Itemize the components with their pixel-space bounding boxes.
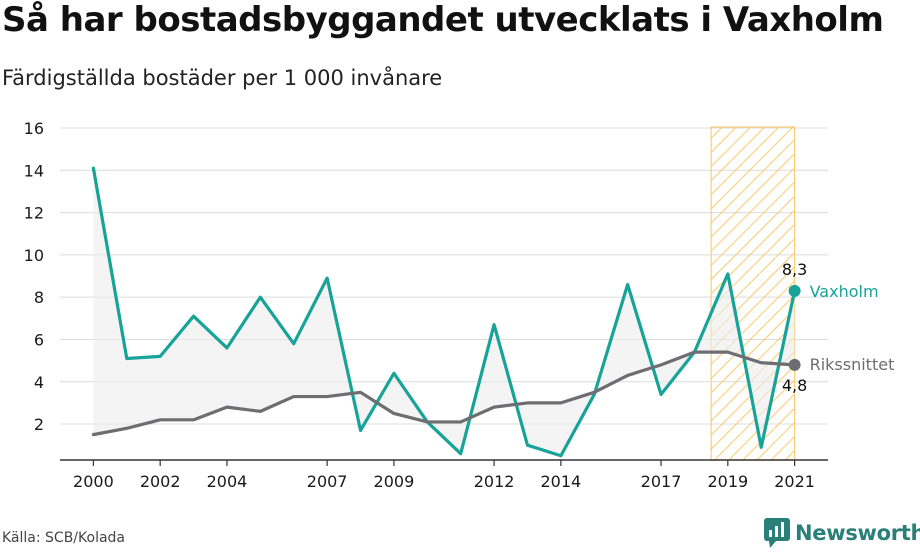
- y-tick-label: 12: [24, 204, 44, 223]
- end-marker-rikssnittet: [788, 358, 801, 371]
- x-tick-label: 2017: [641, 472, 682, 491]
- x-tick-label: 2009: [374, 472, 415, 491]
- series-line-vaxholm: [91, 166, 797, 458]
- chart-title: Så har bostadsbyggandet utvecklats i Vax…: [2, 0, 884, 40]
- y-tick-label: 8: [34, 288, 44, 307]
- difference-area: [93, 168, 795, 456]
- x-tick-label: 2000: [73, 472, 114, 491]
- y-tick-label: 6: [34, 330, 44, 349]
- x-tick-label: 2014: [541, 472, 582, 491]
- series-label-rikssnittet: Rikssnittet: [810, 355, 895, 374]
- y-tick-label: 4: [34, 373, 44, 392]
- x-tick-label: 2012: [474, 472, 515, 491]
- newsworthy-icon: [764, 518, 790, 548]
- x-tick-label: 2002: [140, 472, 181, 491]
- x-tick-label: 2019: [707, 472, 748, 491]
- data-label-rikssnittet: 4,8: [782, 376, 807, 395]
- brand-name: Newsworthy: [795, 521, 920, 545]
- y-tick-label: 10: [24, 246, 44, 265]
- brand-logo: Newsworthy: [764, 518, 920, 548]
- chart-subtitle: Färdigställda bostäder per 1 000 invånar…: [2, 66, 443, 90]
- series-line-rikssnittet: [91, 350, 797, 437]
- y-tick-label: 14: [24, 161, 44, 180]
- x-tick-label: 2004: [207, 472, 248, 491]
- x-tick-label: 2021: [774, 472, 815, 491]
- series-label-vaxholm: Vaxholm: [810, 282, 879, 301]
- data-label-vaxholm: 8,3: [782, 260, 807, 279]
- x-tick-label: 2007: [307, 472, 348, 491]
- y-tick-label: 16: [24, 119, 44, 138]
- y-tick-label: 2: [34, 415, 44, 434]
- end-marker-vaxholm: [788, 284, 801, 297]
- source-note: Källa: SCB/Kolada: [2, 530, 126, 546]
